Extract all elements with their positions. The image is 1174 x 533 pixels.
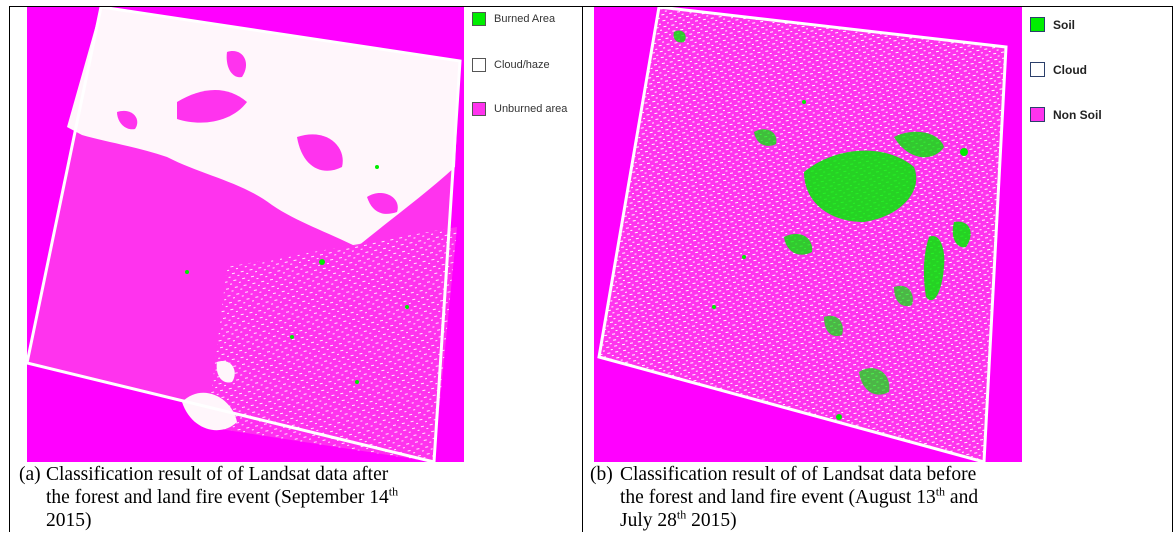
caption-a-line2: the forest and land fire event (Septembe… — [46, 484, 399, 509]
caption-b-tag: (b) — [590, 464, 613, 485]
swatch-burned-area — [472, 12, 486, 26]
caption-b-body: Classification result of of Landsat data… — [620, 463, 978, 532]
scene-outline-a — [27, 7, 462, 462]
swatch-unburned-area — [472, 102, 486, 116]
legend-item-unburned-area: Unburned area — [472, 102, 567, 116]
legend-item-burned-area: Burned Area — [472, 12, 555, 26]
table-middle-border — [582, 6, 583, 532]
caption-a-tag: (a) — [19, 464, 41, 485]
table-top-border — [9, 6, 1173, 7]
caption-a-line3: 2015) — [46, 510, 92, 531]
scene-outline-b — [597, 7, 1008, 462]
caption-b-line2: the forest and land fire event (August 1… — [620, 484, 979, 509]
table-right-border — [1172, 6, 1173, 532]
table-left-border — [9, 6, 10, 532]
caption-a: (a) Classification result of of Landsat … — [19, 463, 569, 533]
legend-item-cloud: Cloud — [1030, 62, 1087, 77]
caption-a-body: Classification result of of Landsat data… — [46, 463, 398, 532]
map-panel-b — [594, 7, 1022, 462]
swatch-cloud — [1030, 62, 1045, 77]
caption-b-line3: July 28th 2015) — [620, 507, 737, 532]
legend-item-soil: Soil — [1030, 17, 1075, 32]
scene-footprint-b — [599, 7, 1006, 462]
figure-table — [9, 6, 1173, 532]
cloud-region-a — [67, 7, 460, 247]
caption-a-line1: Classification result of of Landsat data… — [46, 464, 389, 485]
caption-b: (b) Classification result of of Landsat … — [590, 463, 1170, 533]
soil-cluster-central — [804, 150, 917, 222]
swatch-soil — [1030, 17, 1045, 32]
map-panel-a — [27, 7, 464, 462]
swatch-cloud-haze — [472, 58, 486, 72]
legend-item-non-soil: Non Soil — [1030, 107, 1102, 122]
legend-item-cloud-haze: Cloud/haze — [472, 58, 550, 72]
caption-b-line1: Classification result of of Landsat data… — [620, 464, 977, 485]
swatch-non-soil — [1030, 107, 1045, 122]
